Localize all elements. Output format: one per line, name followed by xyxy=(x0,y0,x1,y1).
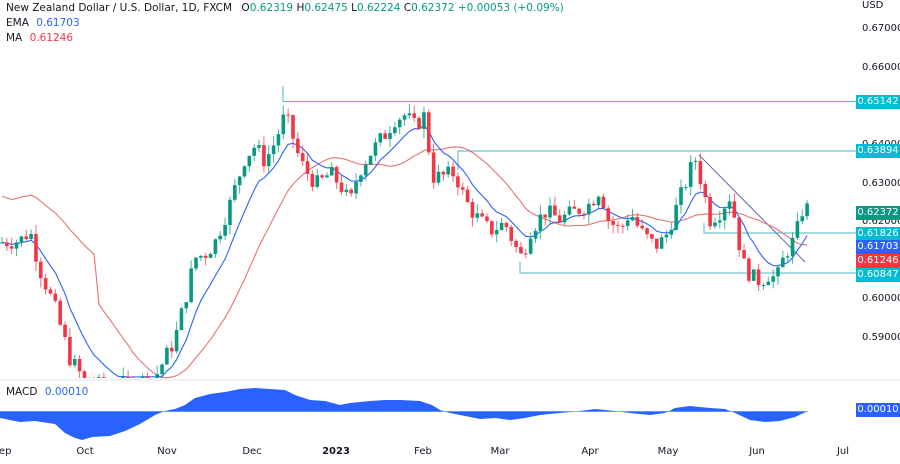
price-tick: 0.66000 xyxy=(862,61,900,73)
price-tag-resistance: 0.65142 xyxy=(856,95,900,109)
close-value: 0.62372 xyxy=(411,2,455,14)
price-tag-resistance: 0.63894 xyxy=(856,144,900,158)
low-label: L xyxy=(351,2,357,14)
price-tick: 0.67000 xyxy=(862,23,900,34)
macd-legend[interactable]: MACD 0.00010 xyxy=(6,386,88,398)
price-tag-support: 0.60847 xyxy=(856,268,900,282)
ohlc-values: O0.62319 H0.62475 L0.62224 C0.62372 +0.0… xyxy=(241,2,563,14)
price-tag-last-price: 0.62372 xyxy=(856,206,900,220)
price-tick: 0.59000 xyxy=(862,332,900,343)
time-label: 2023 xyxy=(322,446,350,457)
chart-legend: New Zealand Dollar / U.S. Dollar, 1D, FX… xyxy=(6,1,564,46)
time-label: Jul xyxy=(836,446,850,457)
low-value: 0.62224 xyxy=(356,2,401,14)
price-tag-ma: 0.61246 xyxy=(856,254,900,268)
macd-price-tag: 0.00010 xyxy=(856,403,900,417)
time-label: Nov xyxy=(157,446,177,457)
time-label: Feb xyxy=(414,446,432,457)
symbol-row: New Zealand Dollar / U.S. Dollar, 1D, FX… xyxy=(6,1,564,16)
high-label: H xyxy=(296,2,305,14)
close-label: C xyxy=(403,2,412,14)
ma-value: 0.61246 xyxy=(29,32,74,44)
symbol-title[interactable]: New Zealand Dollar / U.S. Dollar, 1D, FX… xyxy=(6,2,233,14)
open-value: 0.62319 xyxy=(249,2,294,14)
open-label: O xyxy=(241,2,250,14)
time-label: Dec xyxy=(242,446,262,457)
time-label: Apr xyxy=(581,446,599,457)
price-tick: 0.63000 xyxy=(862,177,900,189)
price-tick: 0.62000 xyxy=(862,216,900,228)
high-value: 0.62475 xyxy=(304,2,348,14)
ma-label: MA xyxy=(6,32,23,44)
price-tag-ema: 0.61703 xyxy=(856,240,900,254)
time-label: Mar xyxy=(490,446,510,457)
ma-legend[interactable]: MA 0.61246 xyxy=(6,31,564,46)
price-tag-level: 0.61826 xyxy=(856,227,900,241)
change-value: +0.00053 (+0.09%) xyxy=(457,2,564,14)
ema-legend[interactable]: EMA 0.61703 xyxy=(6,16,564,31)
time-label: Sep xyxy=(0,446,12,457)
macd-value: 0.00010 xyxy=(44,386,89,398)
time-label: Jun xyxy=(749,446,765,457)
ema-label: EMA xyxy=(6,17,29,29)
time-label: May xyxy=(657,446,679,457)
currency-label: USD xyxy=(862,0,884,11)
macd-label: MACD xyxy=(6,386,38,398)
price-tick: 0.60000 xyxy=(862,293,900,305)
ema-value: 0.61703 xyxy=(36,17,80,29)
time-label: Oct xyxy=(76,446,94,457)
